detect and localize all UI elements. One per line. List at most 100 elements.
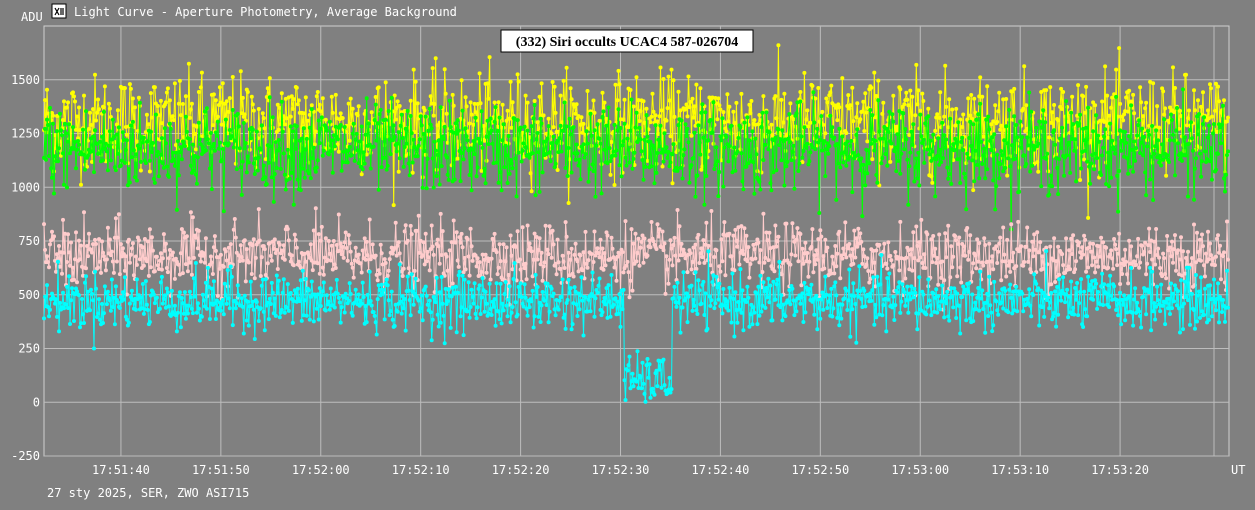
data-point (253, 156, 258, 161)
data-point (1177, 306, 1181, 311)
data-point (832, 284, 837, 289)
data-point (751, 305, 756, 310)
data-point (673, 300, 678, 305)
data-point (884, 126, 889, 131)
data-point (349, 261, 354, 266)
data-point (219, 301, 224, 306)
data-point (310, 156, 315, 161)
data-point (334, 243, 339, 247)
data-point (288, 259, 293, 264)
data-point (919, 308, 924, 313)
data-point (1014, 264, 1019, 269)
data-point (556, 260, 561, 265)
data-point (823, 274, 828, 279)
data-point (431, 252, 436, 257)
data-point (92, 170, 96, 175)
data-point (784, 164, 789, 169)
data-point (699, 301, 704, 306)
data-point (1029, 314, 1034, 319)
data-point (667, 375, 672, 380)
data-point (366, 121, 371, 126)
data-point (1041, 290, 1046, 295)
data-point (463, 126, 468, 131)
data-point (162, 126, 167, 131)
data-point (399, 311, 404, 316)
data-point (780, 128, 785, 133)
data-point (531, 116, 536, 121)
data-point (515, 229, 520, 234)
data-point (562, 266, 567, 270)
data-point (315, 292, 320, 297)
data-point (614, 278, 619, 283)
data-point (833, 280, 838, 285)
data-point (605, 233, 610, 238)
data-point (246, 323, 251, 328)
data-point (630, 371, 635, 376)
data-point (186, 61, 191, 66)
data-point (969, 144, 974, 148)
data-point (1123, 130, 1128, 134)
data-point (261, 163, 266, 168)
data-point (152, 180, 157, 185)
data-point (1191, 148, 1195, 153)
data-point (1135, 300, 1140, 305)
data-point (192, 132, 197, 136)
data-point (572, 252, 577, 257)
data-point (296, 98, 301, 103)
data-point (1109, 105, 1114, 110)
data-point (1179, 114, 1183, 118)
data-point (156, 174, 161, 179)
data-point (203, 148, 208, 153)
data-point (156, 113, 161, 118)
data-point (1214, 81, 1218, 86)
y-axis-label: ADU (21, 10, 43, 24)
data-point (964, 207, 969, 212)
data-point (498, 170, 503, 175)
data-point (556, 150, 561, 155)
light-curve-app-icon[interactable] (51, 3, 67, 19)
data-point (167, 248, 172, 252)
data-point (997, 176, 1002, 181)
data-point (827, 144, 832, 149)
data-point (1007, 287, 1012, 292)
data-point (656, 234, 661, 239)
data-point (97, 297, 101, 302)
data-point (203, 236, 208, 241)
data-point (1137, 118, 1142, 123)
data-point (672, 284, 677, 289)
data-point (584, 261, 589, 266)
data-point (667, 98, 672, 103)
y-tick-label: 250 (18, 342, 40, 356)
data-point (878, 136, 883, 141)
data-point (190, 311, 195, 316)
data-point (566, 146, 571, 150)
data-point (458, 240, 463, 245)
data-point (414, 228, 419, 233)
data-point (565, 298, 570, 302)
data-point (1147, 132, 1152, 137)
data-point (504, 118, 509, 123)
data-point (1036, 286, 1041, 291)
data-point (676, 123, 681, 128)
data-point (130, 96, 135, 101)
data-point (180, 102, 185, 106)
data-point (500, 138, 505, 143)
data-point (494, 281, 499, 286)
data-point (918, 255, 923, 260)
data-point (641, 260, 646, 265)
data-point (546, 116, 551, 121)
data-point (1194, 156, 1198, 161)
data-point (710, 95, 715, 100)
data-point (152, 85, 157, 90)
data-point (128, 123, 133, 128)
data-point (68, 322, 72, 326)
data-point (449, 240, 454, 245)
data-point (461, 270, 466, 275)
data-point (288, 291, 293, 295)
data-point (1006, 156, 1011, 161)
data-point (856, 153, 861, 157)
data-point (106, 143, 111, 148)
data-point (807, 286, 812, 291)
data-point (1026, 259, 1031, 264)
data-point (812, 120, 817, 125)
